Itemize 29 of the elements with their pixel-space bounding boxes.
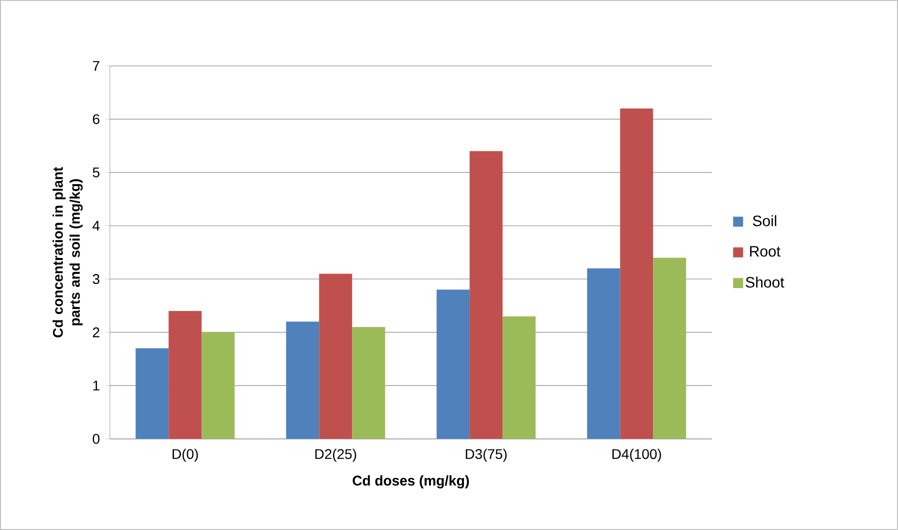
bar [653,258,686,439]
y-tick-label: 3 [92,274,100,284]
bar [352,326,386,439]
y-tick-label: 2 [92,327,100,338]
y-tick-label: 5 [92,168,100,178]
x-axis-title: Cd doses (mg/kg) [352,475,469,488]
x-tick-label: D4(100) [612,448,662,462]
bar [470,151,503,439]
y-tick-label: 1 [93,380,100,390]
bar [136,348,169,439]
y-axis-title: Cd concentration in plant parts and soil (mg/kg) [52,167,83,338]
y-tick-label: 0 [92,434,100,444]
x-tick-label: D(0) [172,448,198,462]
bar [319,274,352,439]
y-tick-label: 4 [92,220,100,231]
legend-label: Soil [752,215,776,226]
bar [436,290,470,439]
x-tick-label: D3(75) [466,448,507,462]
x-tick-label: D2(25) [315,448,356,462]
bar [620,108,654,439]
y-tick-label: 7 [92,61,100,71]
bar [286,322,320,439]
bar [168,310,202,439]
bar [587,268,620,439]
legend-label: Root [750,246,780,257]
y-tick-label: 6 [92,114,100,124]
bar [202,332,235,439]
legend-label: Shoot [746,276,784,288]
bar [502,316,536,439]
